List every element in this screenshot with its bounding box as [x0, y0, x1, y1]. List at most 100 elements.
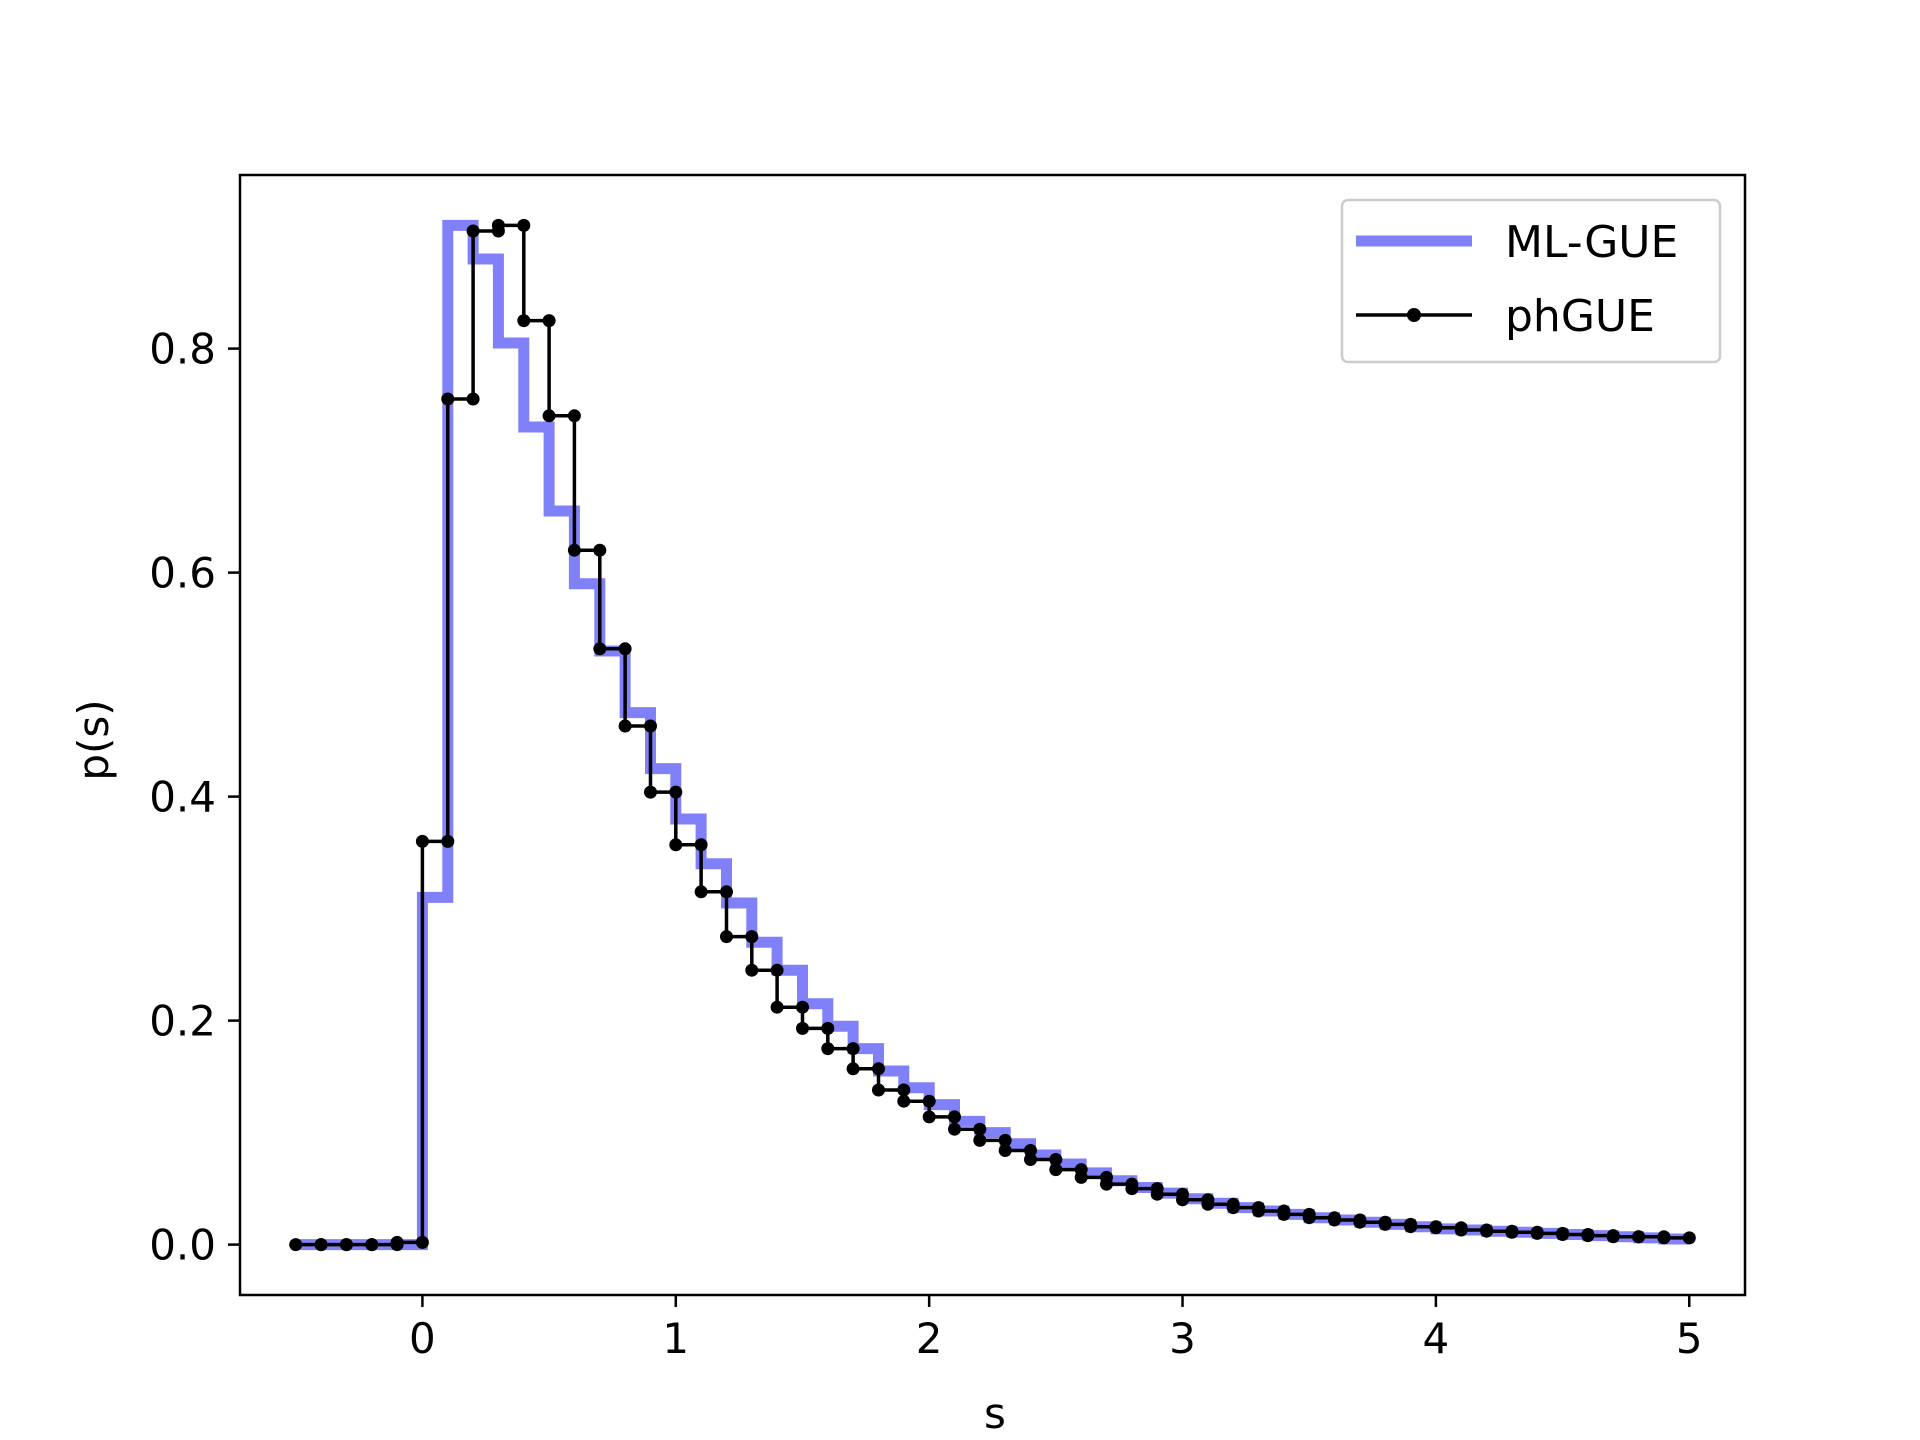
data-point-phgue	[644, 785, 657, 799]
data-point-phgue	[872, 1083, 885, 1097]
data-point-phgue	[1505, 1225, 1519, 1239]
data-point-phgue	[846, 1042, 860, 1056]
data-point-phgue	[973, 1133, 987, 1147]
data-point-phgue	[644, 719, 657, 733]
data-point-phgue	[593, 543, 607, 557]
data-point-phgue	[1201, 1197, 1215, 1211]
x-tick-label: 0	[409, 1314, 436, 1363]
data-point-phgue	[1480, 1224, 1494, 1238]
data-point-phgue	[948, 1122, 961, 1136]
y-tick-label: 0.6	[149, 549, 216, 598]
data-point-phgue	[897, 1094, 911, 1108]
data-point-phgue	[567, 409, 581, 423]
data-point-phgue	[821, 1042, 835, 1056]
data-point-phgue	[1049, 1163, 1063, 1177]
data-point-phgue	[897, 1083, 911, 1097]
data-point-phgue	[1024, 1153, 1037, 1166]
data-point-phgue	[669, 838, 683, 852]
data-point-phgue	[1024, 1144, 1037, 1157]
data-point-phgue	[948, 1110, 961, 1124]
data-point-phgue	[720, 930, 733, 944]
data-point-phgue	[1353, 1215, 1367, 1229]
y-tick-label: 0.0	[149, 1221, 216, 1270]
data-point-phgue	[339, 1238, 353, 1252]
data-point-phgue	[922, 1110, 936, 1124]
data-point-phgue	[1530, 1226, 1544, 1240]
y-axis: 0.0 0.2 0.4 0.6 0.8	[149, 325, 240, 1270]
data-point-phgue	[390, 1235, 404, 1249]
data-point-phgue	[1404, 1220, 1418, 1234]
data-point-phgue	[1277, 1207, 1291, 1221]
data-point-phgue	[821, 1021, 835, 1035]
data-point-phgue	[441, 834, 455, 848]
data-point-phgue	[745, 930, 759, 944]
data-point-phgue	[1632, 1230, 1646, 1244]
data-point-phgue	[1429, 1221, 1443, 1235]
y-tick-label: 0.2	[149, 997, 216, 1046]
x-tick-label: 5	[1676, 1314, 1703, 1363]
data-point-phgue	[517, 314, 531, 328]
data-point-phgue	[1302, 1211, 1316, 1225]
x-tick-label: 4	[1423, 1314, 1450, 1363]
data-point-phgue	[1657, 1231, 1671, 1245]
data-point-phgue	[1556, 1228, 1570, 1241]
data-point-phgue	[1074, 1170, 1088, 1184]
data-point-phgue	[796, 1021, 809, 1035]
y-tick-label: 0.8	[149, 325, 216, 374]
x-tick-label: 2	[916, 1314, 943, 1363]
data-point-phgue	[466, 392, 480, 406]
data-point-phgue	[491, 218, 505, 232]
data-point-phgue	[1606, 1230, 1620, 1244]
x-tick-label: 3	[1169, 1314, 1196, 1363]
data-point-phgue	[567, 543, 581, 557]
x-axis-label: s	[984, 1389, 1006, 1438]
data-point-phgue	[720, 885, 733, 899]
series-phgue	[289, 218, 1696, 1252]
data-point-phgue	[1226, 1201, 1240, 1215]
legend: ML-GUE phGUE	[1340, 198, 1722, 364]
data-point-phgue	[618, 719, 632, 733]
data-point-phgue	[1328, 1213, 1341, 1227]
x-axis: 0 1 2 3 4 5	[409, 1295, 1703, 1363]
data-point-phgue	[1150, 1187, 1164, 1201]
data-point-phgue	[770, 963, 784, 977]
x-tick-label: 1	[662, 1314, 689, 1363]
data-point-phgue	[973, 1122, 987, 1136]
data-point-phgue	[1454, 1223, 1468, 1237]
data-point-phgue	[289, 1238, 303, 1252]
data-point-phgue	[593, 642, 607, 656]
data-point-phgue	[770, 1000, 784, 1014]
data-point-phgue	[872, 1062, 885, 1076]
data-point-phgue	[846, 1062, 860, 1076]
data-point-phgue	[1049, 1153, 1063, 1166]
data-point-phgue	[415, 1235, 429, 1249]
plot-layer	[289, 218, 1696, 1252]
legend-marker-phgue	[1407, 308, 1421, 322]
data-point-phgue	[745, 963, 759, 977]
plot-frame	[238, 173, 1747, 1297]
data-point-phgue	[694, 838, 708, 852]
data-point-phgue	[517, 218, 531, 232]
data-point-phgue	[314, 1238, 328, 1252]
data-point-phgue	[618, 642, 632, 656]
data-point-phgue	[1125, 1182, 1139, 1196]
data-point-phgue	[694, 885, 708, 899]
data-point-phgue	[998, 1144, 1012, 1157]
data-point-phgue	[922, 1094, 936, 1108]
data-point-phgue	[998, 1133, 1012, 1147]
legend-label-phgue: phGUE	[1505, 291, 1655, 342]
legend-label-ml-gue: ML-GUE	[1505, 217, 1678, 268]
data-point-phgue	[466, 224, 480, 238]
data-point-phgue	[365, 1238, 379, 1252]
data-point-phgue	[1176, 1193, 1189, 1207]
data-point-phgue	[1100, 1177, 1113, 1191]
data-point-phgue	[542, 314, 556, 328]
data-point-phgue	[542, 409, 556, 423]
data-point-phgue	[441, 392, 455, 406]
data-point-phgue	[1252, 1204, 1265, 1218]
data-point-phgue	[1581, 1229, 1595, 1243]
data-point-phgue	[415, 834, 429, 848]
data-point-phgue	[669, 785, 683, 799]
data-point-phgue	[796, 1000, 809, 1014]
